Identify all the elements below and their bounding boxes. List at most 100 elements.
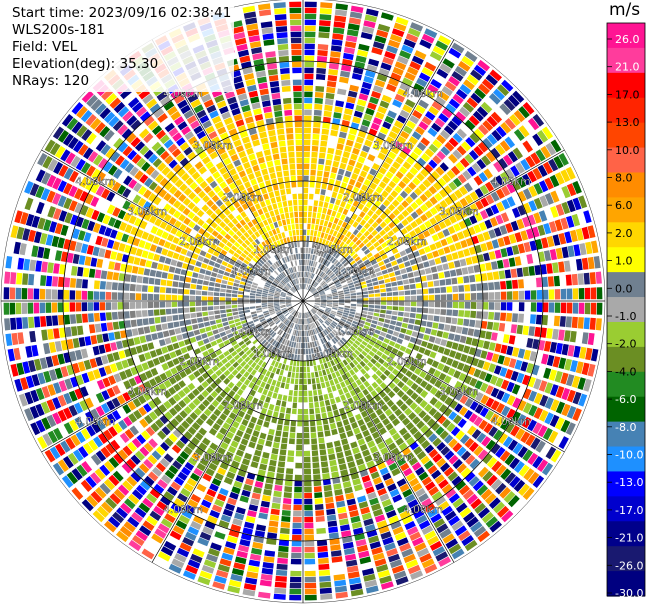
velocity-gate <box>153 301 160 308</box>
velocity-gate <box>409 230 417 238</box>
velocity-gate <box>304 570 316 577</box>
velocity-gate <box>260 381 266 388</box>
velocity-gate <box>420 340 428 348</box>
velocity-gate <box>285 284 291 289</box>
velocity-gate <box>213 408 222 417</box>
velocity-gate <box>314 321 318 328</box>
velocity-gate <box>323 285 329 289</box>
velocity-gate <box>69 240 77 251</box>
velocity-gate <box>326 261 331 267</box>
velocity-gate <box>108 165 118 176</box>
velocity-gate <box>193 266 201 273</box>
velocity-gate <box>79 190 89 202</box>
velocity-gate <box>569 259 577 272</box>
velocity-gate <box>93 302 100 311</box>
velocity-gate <box>596 302 603 315</box>
velocity-gate <box>394 473 404 482</box>
velocity-gate <box>335 282 341 287</box>
velocity-gate <box>316 285 322 290</box>
velocity-gate <box>86 165 96 177</box>
velocity-gate <box>295 468 302 475</box>
velocity-gate <box>250 290 256 294</box>
velocity-gate <box>108 261 115 270</box>
velocity-gate <box>345 238 352 245</box>
velocity-gate <box>130 471 142 483</box>
velocity-gate <box>306 366 310 373</box>
velocity-gate <box>352 229 359 236</box>
velocity-gate <box>357 495 367 503</box>
velocity-gate <box>270 311 276 316</box>
velocity-gate <box>289 290 294 294</box>
velocity-gate <box>179 223 187 232</box>
velocity-gate <box>276 349 281 356</box>
velocity-gate <box>319 219 325 226</box>
velocity-gate <box>309 310 314 316</box>
velocity-gate <box>347 248 354 254</box>
velocity-gate <box>458 285 465 292</box>
velocity-gate <box>318 557 329 564</box>
velocity-gate <box>306 360 310 367</box>
velocity-gate <box>415 338 422 346</box>
velocity-gate <box>334 180 341 187</box>
velocity-gate <box>392 368 400 376</box>
velocity-gate <box>219 331 227 337</box>
velocity-gate <box>35 169 46 183</box>
velocity-gate <box>434 294 441 301</box>
velocity-gate <box>96 258 104 268</box>
velocity-gate <box>368 290 374 294</box>
velocity-gate <box>190 283 197 290</box>
velocity-gate <box>315 182 321 189</box>
velocity-gate <box>161 248 169 256</box>
velocity-gate <box>264 483 273 490</box>
velocity-gate <box>281 516 291 522</box>
velocity-gate <box>239 368 246 375</box>
velocity-gate <box>177 288 184 294</box>
velocity-gate <box>81 499 94 512</box>
velocity-gate <box>541 462 554 476</box>
velocity-gate <box>560 288 567 300</box>
velocity-gate <box>436 68 449 79</box>
velocity-gate <box>225 329 232 335</box>
velocity-gate <box>306 284 309 290</box>
velocity-gate <box>368 308 374 312</box>
velocity-gate <box>388 324 395 330</box>
velocity-gate <box>255 379 262 386</box>
velocity-gate <box>381 161 391 170</box>
velocity-gate <box>324 287 330 292</box>
velocity-gate <box>297 312 300 318</box>
velocity-gate <box>451 475 463 487</box>
velocity-gate <box>256 418 264 426</box>
velocity-gate <box>292 516 302 523</box>
velocity-gate <box>456 463 467 474</box>
velocity-gate <box>374 456 384 465</box>
velocity-gate <box>352 374 359 381</box>
velocity-gate <box>178 213 186 222</box>
velocity-gate <box>317 333 322 339</box>
velocity-gate <box>240 343 247 350</box>
velocity-gate <box>348 17 361 25</box>
velocity-gate <box>249 295 256 299</box>
velocity-gate <box>526 228 534 240</box>
velocity-gate <box>445 53 459 64</box>
velocity-gate <box>416 420 425 430</box>
velocity-gate <box>325 368 331 375</box>
velocity-gate <box>198 442 208 451</box>
velocity-gate <box>275 368 281 375</box>
velocity-gate <box>304 324 306 331</box>
velocity-gate <box>275 308 281 312</box>
velocity-gate <box>339 518 349 526</box>
velocity-gate <box>366 420 374 429</box>
velocity-gate <box>420 389 429 399</box>
velocity-gate <box>332 267 338 273</box>
velocity-gate <box>111 311 118 320</box>
velocity-gate <box>64 314 71 325</box>
velocity-gate <box>426 174 436 184</box>
velocity-gate <box>233 454 242 463</box>
velocity-gate <box>314 282 319 288</box>
velocity-gate <box>186 250 194 258</box>
velocity-gate <box>280 292 287 296</box>
velocity-gate <box>330 465 338 473</box>
velocity-gate <box>361 287 368 292</box>
velocity-gate <box>318 225 323 232</box>
velocity-gate <box>263 310 269 314</box>
